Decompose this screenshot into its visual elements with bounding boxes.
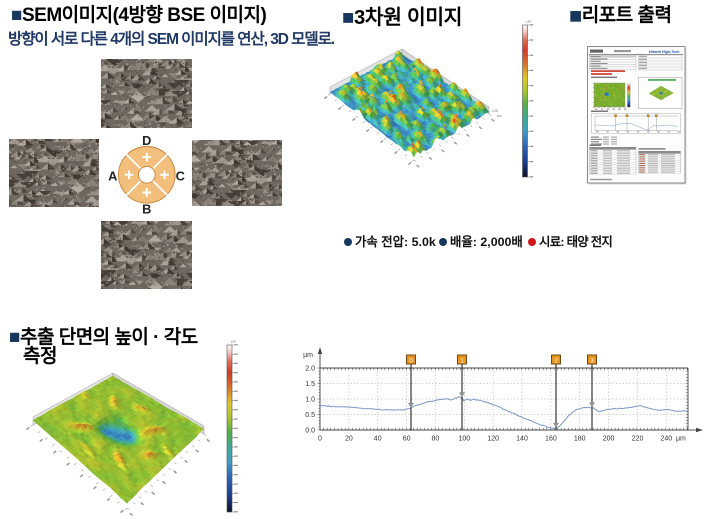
svg-text:μm: μm (231, 340, 236, 344)
svg-text:Hitachi High-Tech: Hitachi High-Tech (649, 50, 680, 54)
svg-text:D: D (142, 133, 151, 148)
svg-text:160: 160 (545, 436, 557, 443)
svg-text:20: 20 (345, 436, 353, 443)
svg-text:1: 1 (460, 357, 464, 364)
svg-text:80: 80 (432, 436, 440, 443)
svg-text:4.35: 4.35 (492, 109, 498, 113)
svg-text:180: 180 (574, 436, 586, 443)
svg-text:60: 60 (403, 436, 411, 443)
svg-text:40: 40 (374, 436, 382, 443)
svg-text:200: 200 (603, 436, 615, 443)
svg-text:μm: μm (303, 352, 313, 359)
svg-text:1.5: 1.5 (305, 381, 315, 388)
svg-text:140: 140 (516, 436, 528, 443)
svg-text:0: 0 (318, 436, 322, 443)
svg-text:220: 220 (632, 436, 644, 443)
svg-text:1.0: 1.0 (305, 396, 315, 403)
svg-text:μm: μm (497, 114, 502, 118)
svg-text:120: 120 (487, 436, 499, 443)
svg-text:μm: μm (527, 20, 532, 24)
svg-text:2: 2 (554, 357, 558, 364)
svg-text:0.0: 0.0 (305, 427, 315, 434)
svg-text:A: A (108, 168, 117, 183)
svg-text:0.5: 0.5 (305, 412, 315, 419)
svg-text:3: 3 (590, 357, 594, 364)
svg-text:0: 0 (409, 357, 413, 364)
svg-text:B: B (142, 202, 151, 217)
svg-text:μm: μm (676, 436, 686, 443)
svg-text:240: 240 (660, 436, 672, 443)
svg-text:C: C (176, 168, 185, 183)
svg-text:2.0: 2.0 (305, 365, 315, 372)
svg-text:100: 100 (458, 436, 470, 443)
